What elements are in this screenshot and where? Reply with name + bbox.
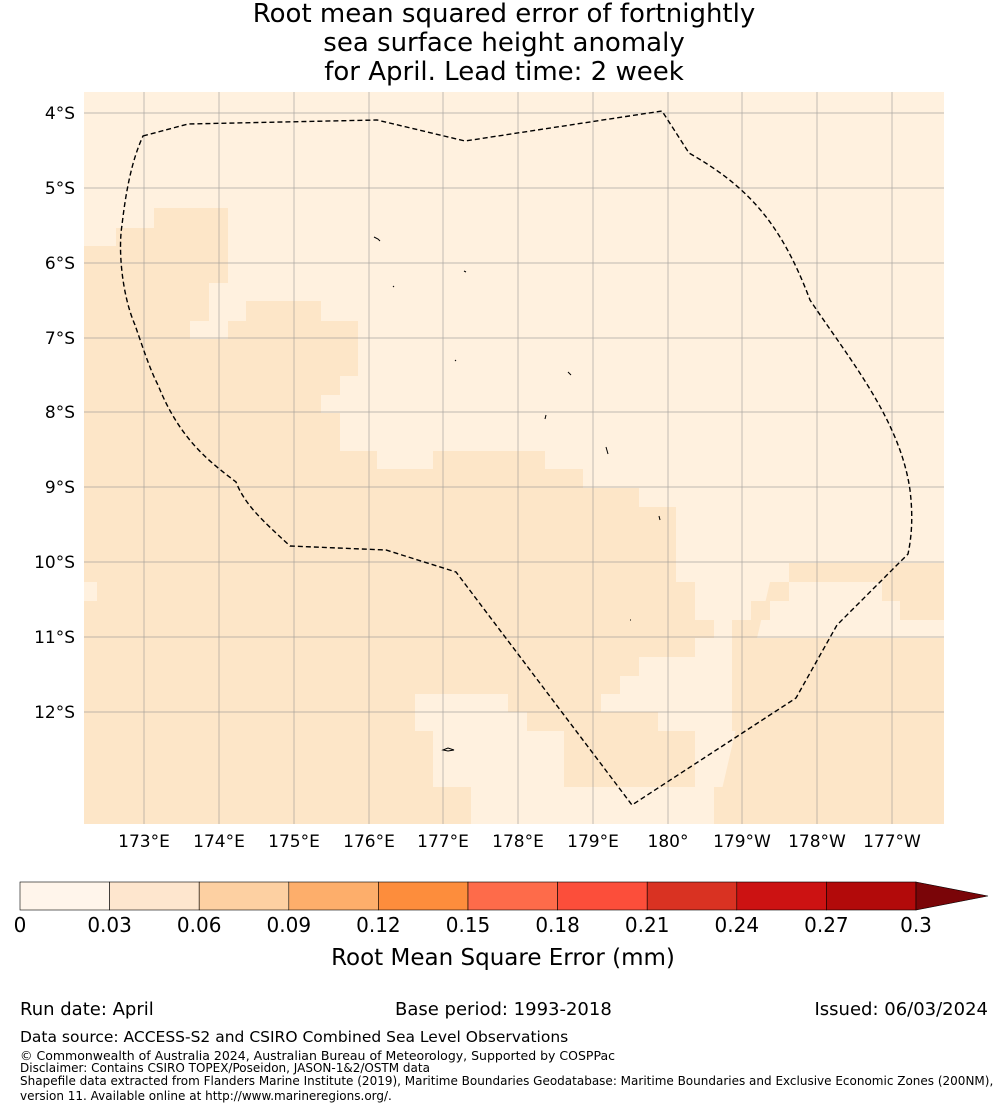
island-2 — [463, 270, 467, 273]
lon-label: 176°E — [343, 832, 395, 852]
island-3 — [392, 285, 395, 288]
colorbar-segment — [109, 881, 200, 911]
colorbar-segment — [736, 881, 827, 911]
issued-date: Issued: 06/03/2024 — [814, 999, 988, 1020]
lat-label: 4°S — [45, 104, 75, 124]
lat-label: 5°S — [45, 179, 75, 199]
colorbar-tick-label: 0.15 — [446, 913, 491, 937]
lat-label: 6°S — [45, 254, 75, 274]
lon-label: 173°E — [118, 832, 170, 852]
colorbar-tick-label: 0 — [14, 913, 27, 937]
shapefile-credit: Shapefile data extracted from Flanders M… — [20, 1074, 994, 1088]
colorbar-label: Root Mean Square Error (mm) — [331, 945, 675, 971]
colorbar-segment — [646, 881, 738, 911]
title-line-1: Root mean squared error of fortnightly — [252, 0, 756, 29]
colorbar: 0 0.03 0.06 0.09 0.12 0.15 0.18 0.21 0.24 0.27 0.3 — [14, 881, 989, 937]
colorbar-segment — [826, 881, 917, 911]
map-title: Root mean squared error of fortnightly s… — [0, 0, 1008, 87]
island-1 — [373, 236, 381, 242]
island-4 — [454, 359, 457, 362]
disclaimer: Disclaimer: Contains CSIRO TOPEX/Poseido… — [20, 1061, 430, 1075]
lon-label: 180° — [648, 832, 689, 852]
latitude-labels: 4°S 5°S 6°S 7°S 8°S 9°S 10°S 11°S 12°S — [34, 104, 75, 723]
island-8 — [658, 515, 661, 521]
colorbar-segment — [288, 881, 379, 911]
data-source: Data source: ACCESS-S2 and CSIRO Combine… — [20, 1028, 569, 1046]
shapefile-credit-2: version 11. Available online at http://w… — [20, 1089, 392, 1103]
lon-label: 178°E — [492, 832, 544, 852]
map-figure: 4°S 5°S 6°S 7°S 8°S 9°S 10°S 11°S 12°S 1… — [14, 92, 989, 971]
colorbar-tick-label: 0.3 — [900, 913, 932, 937]
colorbar-tick-label: 0.09 — [267, 913, 312, 937]
colorbar-segment — [378, 881, 469, 911]
colorbar-tick-label: 0.18 — [535, 913, 580, 937]
colorbar-tick-label: 0.27 — [804, 913, 849, 937]
lat-label: 9°S — [45, 478, 75, 498]
lon-label: 178°W — [788, 832, 846, 852]
title-line-2: sea surface height anomaly — [323, 28, 685, 58]
graticule — [84, 92, 944, 824]
island-10 — [441, 747, 455, 752]
eez-boundary — [119, 110, 913, 806]
lon-label: 175°E — [268, 832, 320, 852]
lat-label: 7°S — [45, 329, 75, 349]
base-period: Base period: 1993-2018 — [395, 999, 612, 1020]
colorbar-extend-arrow — [915, 881, 989, 911]
rmse-field-low-west — [84, 582, 97, 601]
islands — [373, 236, 661, 752]
colorbar-tick-label: 0.24 — [715, 913, 760, 937]
map-panel — [84, 92, 944, 824]
rmse-field-low-south — [415, 694, 601, 824]
colorbar-tick-label: 0.21 — [625, 913, 670, 937]
longitude-labels: 173°E 174°E 175°E 176°E 177°E 178°E 179°… — [118, 832, 921, 852]
colorbar-segment — [198, 881, 290, 911]
colorbar-segment — [557, 881, 648, 911]
rmse-field-mid-se — [714, 563, 944, 824]
island-7 — [605, 446, 609, 455]
lon-label: 179°W — [713, 832, 771, 852]
island-5 — [567, 371, 572, 376]
colorbar-tick-label: 0.03 — [87, 913, 132, 937]
colorbar-tick-label: 0.06 — [177, 913, 222, 937]
run-date: Run date: April — [20, 999, 154, 1020]
lat-label: 12°S — [34, 703, 75, 723]
island-6 — [544, 414, 547, 420]
lon-label: 174°E — [193, 832, 245, 852]
title-line-3: for April. Lead time: 2 week — [324, 57, 684, 87]
lat-label: 11°S — [34, 628, 75, 648]
lon-label: 179°E — [567, 832, 619, 852]
colorbar-segment — [467, 881, 558, 911]
lat-label: 10°S — [34, 553, 75, 573]
lon-label: 177°W — [863, 832, 921, 852]
lon-label: 177°E — [417, 832, 469, 852]
rmse-field-mid — [84, 208, 714, 824]
colorbar-tick-label: 0.12 — [356, 913, 401, 937]
lat-label: 8°S — [45, 403, 75, 423]
colorbar-segment — [19, 881, 110, 911]
copyright: © Commonwealth of Australia 2024, Austra… — [20, 1048, 615, 1063]
